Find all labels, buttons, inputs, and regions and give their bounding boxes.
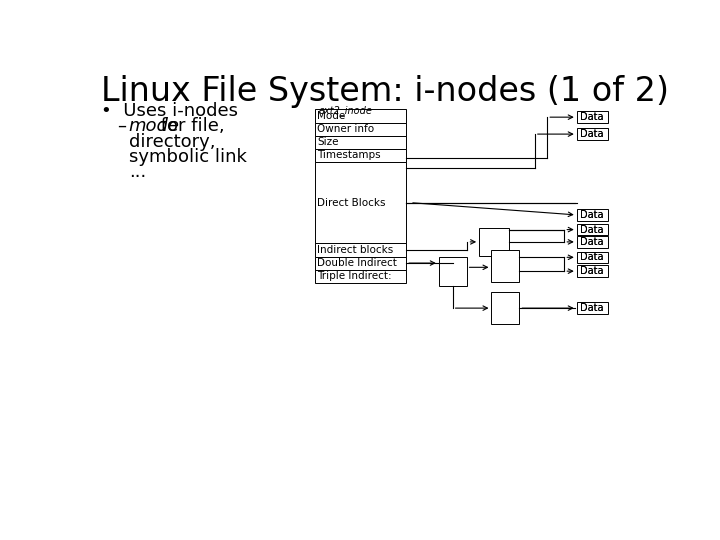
- Bar: [577, 252, 608, 263]
- Text: ...: ...: [129, 164, 146, 181]
- Text: for file,: for file,: [155, 117, 225, 135]
- Text: Indirect blocks: Indirect blocks: [317, 245, 393, 255]
- Text: Mode: Mode: [317, 111, 346, 121]
- Text: –: –: [118, 117, 132, 135]
- Bar: [577, 111, 608, 123]
- Text: Data: Data: [580, 303, 604, 313]
- Bar: [315, 148, 406, 162]
- Text: Data: Data: [580, 129, 604, 139]
- Text: Data: Data: [580, 210, 604, 220]
- Bar: [577, 209, 608, 221]
- Bar: [479, 228, 508, 256]
- Bar: [577, 265, 608, 277]
- Bar: [315, 269, 406, 283]
- Bar: [492, 249, 519, 282]
- Text: Data: Data: [580, 112, 604, 122]
- Text: Data: Data: [580, 252, 604, 262]
- Bar: [315, 162, 406, 244]
- Text: Data: Data: [580, 266, 604, 276]
- Text: Data: Data: [580, 225, 604, 234]
- Text: Data: Data: [580, 210, 604, 220]
- Text: Data: Data: [580, 129, 604, 139]
- Bar: [577, 302, 608, 314]
- Bar: [577, 224, 608, 235]
- Text: Data: Data: [580, 225, 604, 234]
- Bar: [492, 292, 519, 325]
- Text: Linux File System: i-nodes (1 of 2): Linux File System: i-nodes (1 of 2): [101, 75, 669, 108]
- Text: Double Indirect: Double Indirect: [317, 258, 397, 268]
- Bar: [577, 129, 608, 140]
- Text: directory,: directory,: [129, 132, 215, 151]
- Bar: [315, 110, 406, 123]
- Bar: [438, 256, 467, 286]
- Bar: [315, 123, 406, 136]
- Text: ext2_inode: ext2_inode: [319, 105, 372, 116]
- Bar: [315, 136, 406, 148]
- Text: Triple Indirect:: Triple Indirect:: [317, 271, 392, 281]
- Text: Data: Data: [580, 303, 604, 313]
- Text: Owner info: Owner info: [317, 124, 374, 134]
- Text: Direct Blocks: Direct Blocks: [317, 198, 386, 207]
- Text: •  Uses i-nodes: • Uses i-nodes: [101, 102, 238, 120]
- Text: Timestamps: Timestamps: [317, 150, 381, 160]
- Text: Data: Data: [580, 266, 604, 276]
- Text: mode: mode: [129, 117, 180, 135]
- Bar: [315, 256, 406, 269]
- Text: Data: Data: [580, 252, 604, 262]
- Text: Data: Data: [580, 237, 604, 247]
- Text: symbolic link: symbolic link: [129, 148, 247, 166]
- Text: Size: Size: [317, 137, 338, 147]
- Text: Data: Data: [580, 237, 604, 247]
- Bar: [577, 236, 608, 248]
- Bar: [315, 244, 406, 256]
- Text: Data: Data: [580, 112, 604, 122]
